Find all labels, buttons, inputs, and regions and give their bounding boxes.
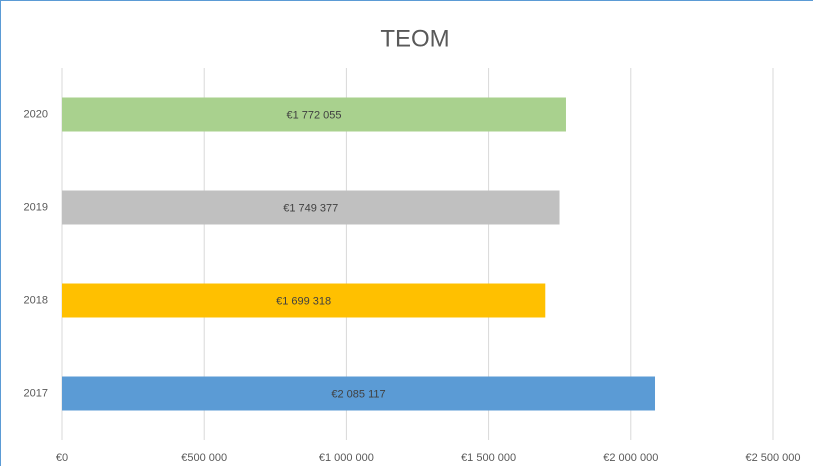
bar <box>62 376 656 411</box>
data-label: €2 085 117 <box>331 388 385 400</box>
x-tick-label: €1 500 000 <box>461 452 516 464</box>
x-tick-label: €500 000 <box>181 452 227 464</box>
x-tick-label: €2 500 000 <box>745 452 800 464</box>
x-tick-label: €1 000 000 <box>319 452 374 464</box>
bar <box>62 283 546 318</box>
bar <box>62 97 566 132</box>
data-label: €1 749 377 <box>283 202 338 214</box>
data-label: €1 772 055 <box>286 109 341 121</box>
y-tick-label: 2018 <box>24 294 48 306</box>
chart-title: TEOM <box>380 25 449 52</box>
y-tick-label: 2017 <box>24 387 48 399</box>
y-tick-label: 2019 <box>24 201 48 213</box>
x-tick-label: €0 <box>56 452 68 464</box>
bar <box>62 190 560 225</box>
data-label: €1 699 318 <box>276 295 331 307</box>
y-tick-label: 2020 <box>24 108 48 120</box>
x-tick-label: €2 000 000 <box>603 452 658 464</box>
